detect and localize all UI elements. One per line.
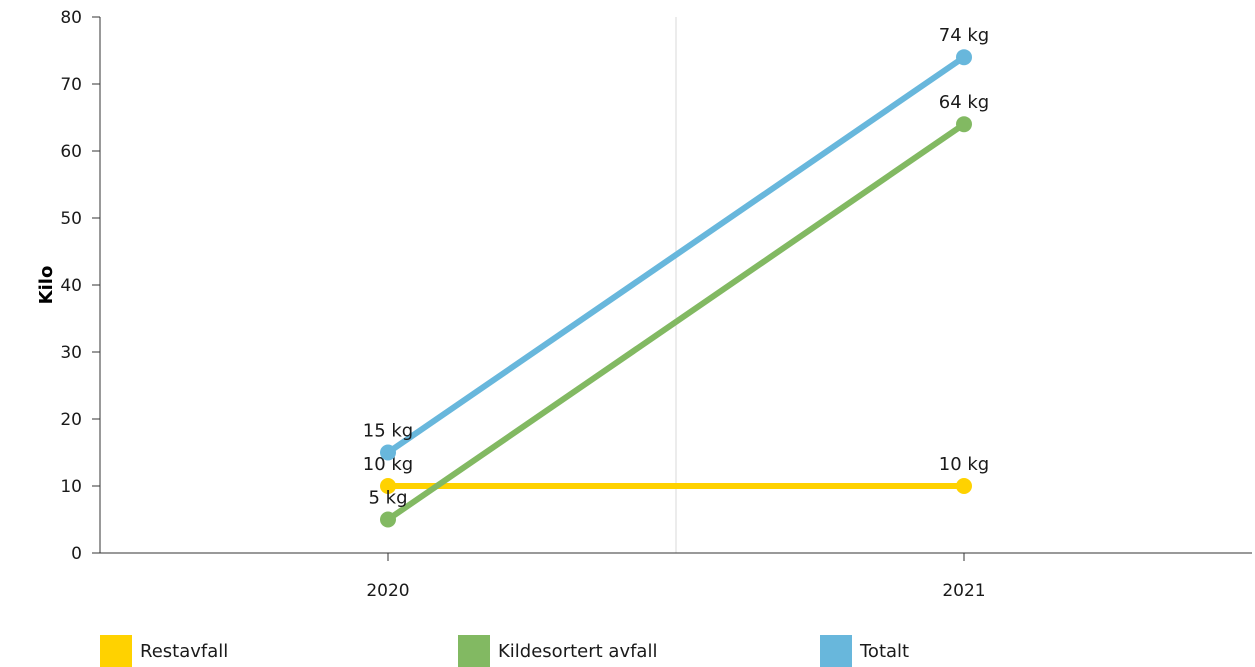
y-tick-label: 10 [60, 477, 82, 497]
data-point [380, 478, 396, 494]
y-tick-label: 20 [60, 410, 82, 430]
y-tick-label: 80 [60, 8, 82, 28]
line-chart: 0 10 20 30 40 50 60 70 80 2020 2021 Kilo 10 kg 10 kg 5… [36, 8, 1252, 601]
x-tick-label: 2021 [942, 581, 985, 601]
data-point [380, 444, 396, 461]
data-point [956, 116, 972, 133]
data-label: 74 kg [939, 25, 989, 46]
legend-swatch [458, 635, 490, 667]
y-tick-label: 70 [60, 75, 82, 95]
data-label: 10 kg [939, 454, 989, 475]
y-axis-title: Kilo [36, 266, 57, 305]
data-label: 15 kg [363, 421, 413, 442]
series-line-1 [385, 121, 967, 523]
y-tick-label: 0 [71, 544, 82, 564]
data-label: 64 kg [939, 92, 989, 113]
y-tick-label: 50 [60, 209, 82, 229]
series-line-2 [385, 54, 967, 456]
legend-label: Kildesortert avfall [498, 640, 658, 662]
data-label: 5 kg [368, 488, 407, 509]
legend-label: Restavfall [140, 640, 229, 662]
data-point [956, 478, 972, 494]
legend-swatch [820, 635, 852, 667]
data-point [380, 511, 396, 528]
y-tick-label: 30 [60, 343, 82, 363]
legend-item: Totalt [820, 635, 909, 667]
legend-swatch [100, 635, 132, 667]
legend-label: Totalt [860, 640, 910, 662]
y-tick-label: 40 [60, 276, 82, 296]
y-tick-label: 60 [60, 142, 82, 162]
x-tick-label: 2020 [366, 581, 409, 601]
data-point [956, 49, 972, 66]
legend: Restavfall Kildesortert avfall Totalt [100, 635, 1250, 667]
data-label: 10 kg [363, 454, 413, 475]
legend-item: Kildesortert avfall [458, 635, 657, 667]
legend-item: Restavfall [100, 635, 228, 667]
